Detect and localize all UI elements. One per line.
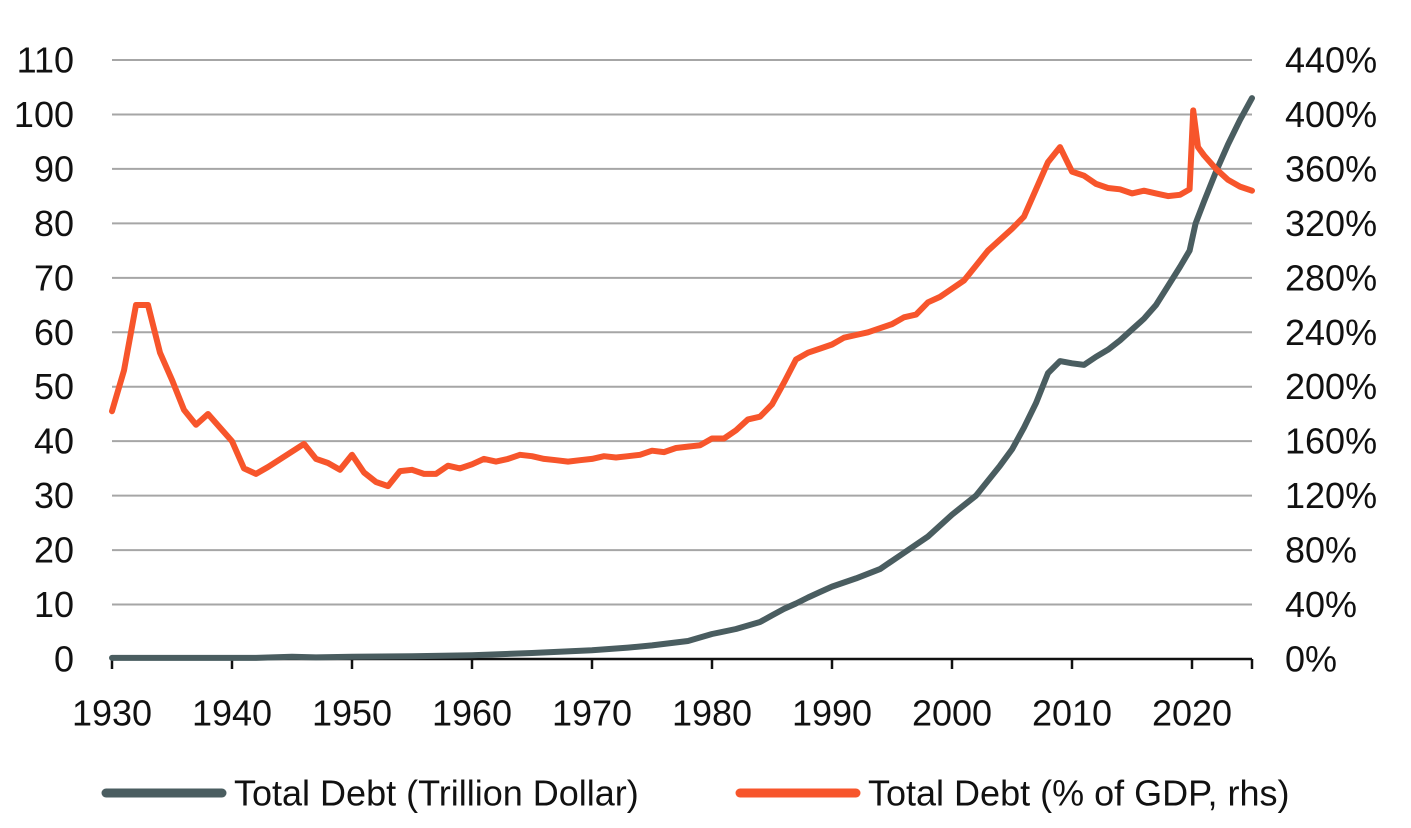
y-tick-label: 40 — [34, 421, 74, 462]
y2-tick-label: 120% — [1285, 475, 1377, 516]
y2-tick-label: 440% — [1285, 40, 1377, 81]
x-tick-label: 1950 — [312, 693, 392, 734]
tick-labels: 0 10 20 30 40 50 60 70 80 90 100 110 0% 40% 80% 120% 160… — [14, 40, 1377, 734]
y2-tick-label: 40% — [1285, 584, 1357, 625]
x-tick-label: 2020 — [1152, 693, 1232, 734]
y2-tick-label: 400% — [1285, 94, 1377, 135]
x-tick-label: 1990 — [792, 693, 872, 734]
y-tick-label: 20 — [34, 530, 74, 571]
y2-tick-label: 320% — [1285, 203, 1377, 244]
series-lines — [109, 95, 1255, 661]
y-tick-label: 10 — [34, 584, 74, 625]
y2-tick-label: 0% — [1285, 639, 1337, 680]
y2-tick-label: 240% — [1285, 312, 1377, 353]
x-tick-label: 1980 — [672, 693, 752, 734]
legend-label-1: Total Debt (Trillion Dollar) — [234, 773, 639, 814]
y-tick-label: 110 — [17, 40, 74, 81]
gridlines — [112, 59, 1252, 606]
x-tick-label: 1970 — [552, 693, 632, 734]
y-tick-label: 100 — [14, 94, 74, 135]
x-tick-label: 1960 — [432, 693, 512, 734]
x-tick-label: 2010 — [1032, 693, 1112, 734]
y-tick-label: 50 — [34, 366, 74, 407]
x-tick-label: 1930 — [72, 693, 152, 734]
y-tick-label: 30 — [34, 475, 74, 516]
y2-tick-label: 360% — [1285, 148, 1377, 189]
y2-tick-label: 160% — [1285, 421, 1377, 462]
y2-tick-label: 280% — [1285, 257, 1377, 298]
x-tick-label: 2000 — [912, 693, 992, 734]
y-tick-label: 80 — [34, 203, 74, 244]
x-tick-label: 1940 — [192, 693, 272, 734]
y-tick-label: 70 — [34, 257, 74, 298]
y2-tick-label: 80% — [1285, 530, 1357, 571]
legend: Total Debt (Trillion Dollar) Total Debt (… — [101, 773, 1290, 814]
series-line-2 — [109, 107, 1255, 490]
y-tick-label: 0 — [54, 639, 74, 680]
legend-label-2: Total Debt (% of GDP, rhs) — [868, 773, 1290, 814]
y-tick-label: 60 — [34, 312, 74, 353]
y-tick-label: 90 — [34, 148, 74, 189]
series-line-1 — [109, 95, 1255, 661]
axes — [110, 657, 1254, 669]
y2-tick-label: 200% — [1285, 366, 1377, 407]
